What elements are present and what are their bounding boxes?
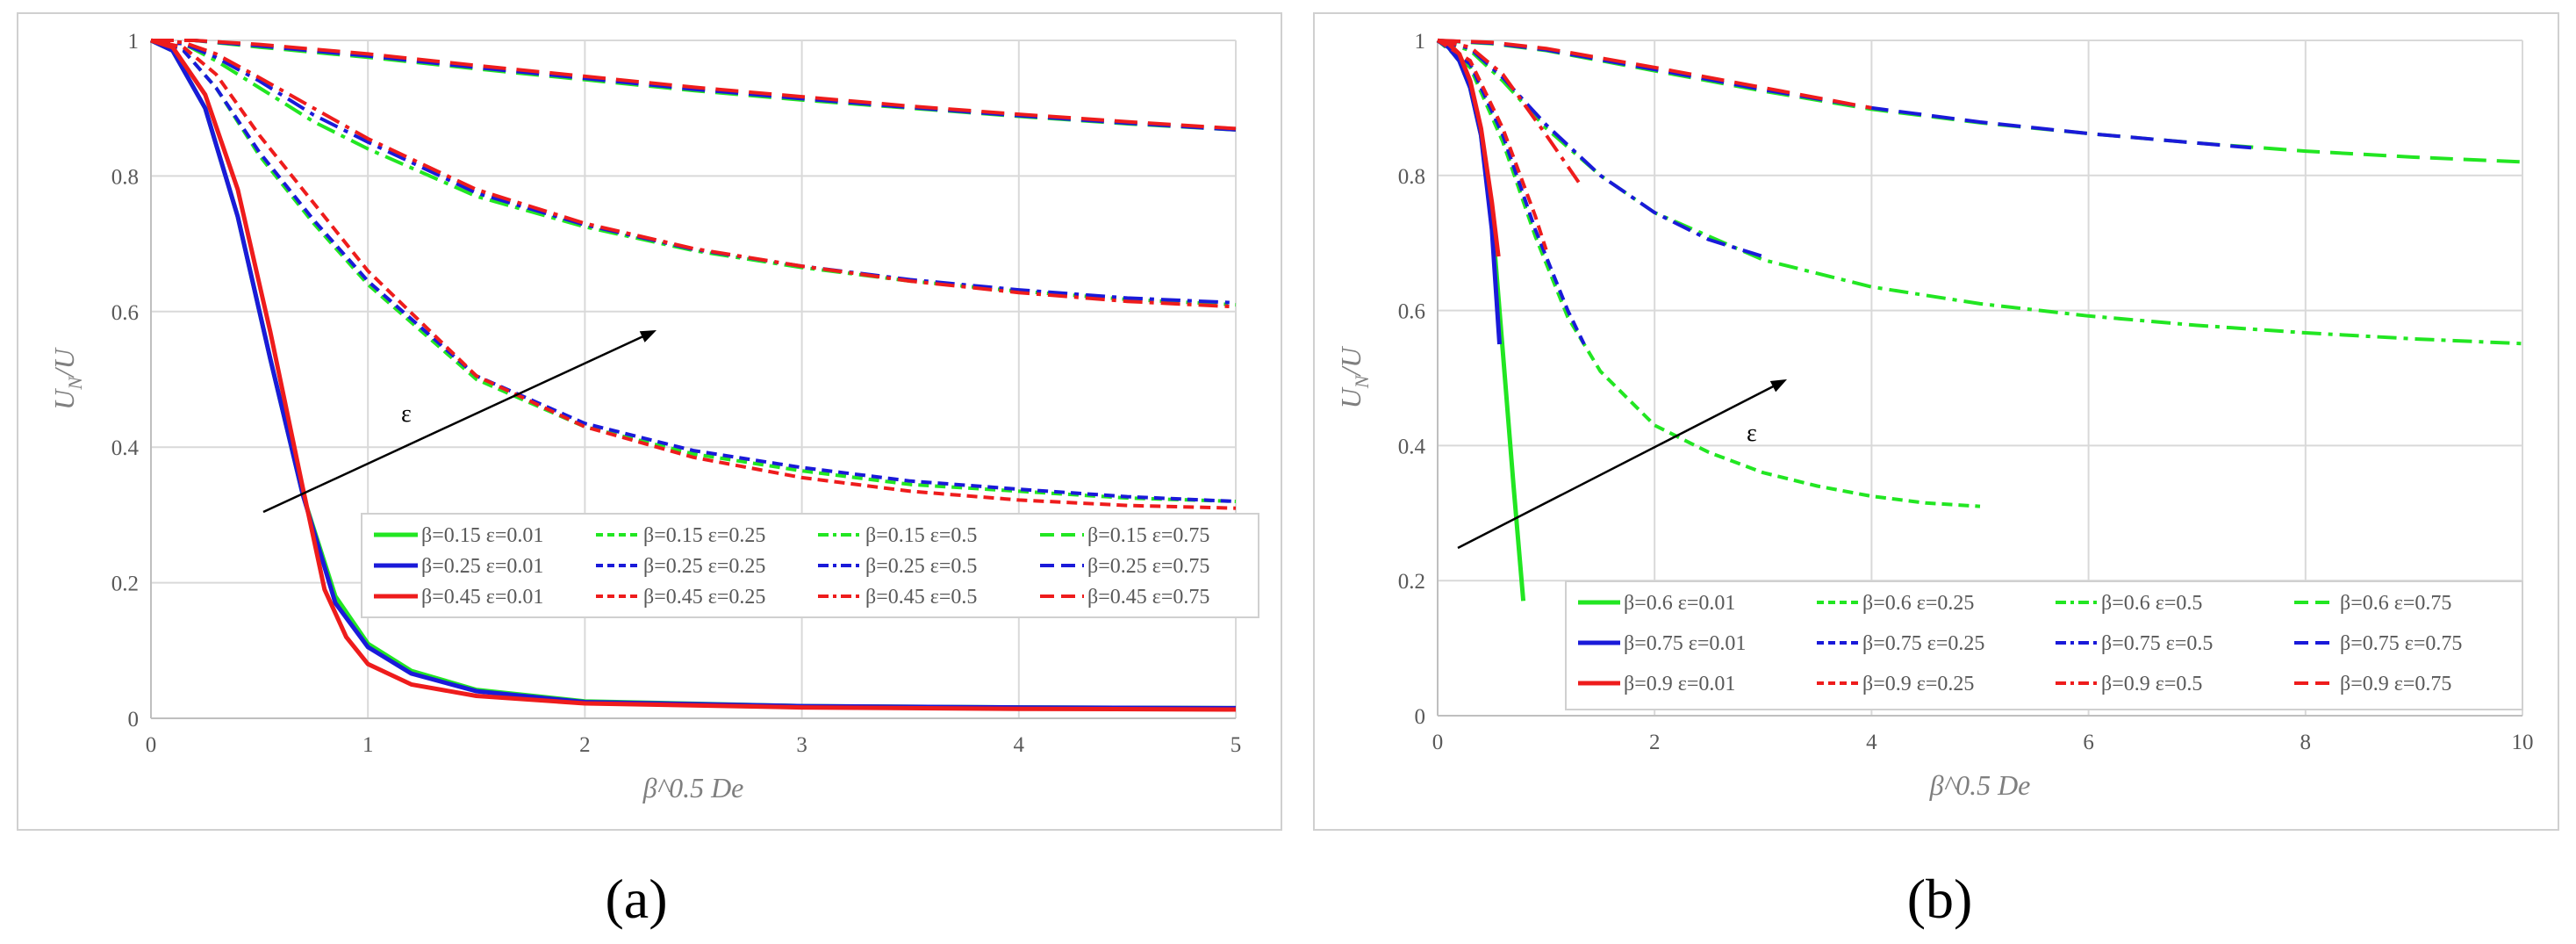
panel-b-caption: (b) [1907,868,1973,930]
legend-label: β=0.25 ε=0.5 [865,555,977,578]
series-line-blue-dashdot [150,39,1237,305]
legend-label: β=0.9 ε=0.5 [2101,673,2202,695]
x-tick-label: 5 [1231,733,1242,757]
trend-arrow [1457,384,1777,550]
x-tick-label: 3 [796,733,807,757]
x-axis-title: β^0.5 De [1929,769,2031,801]
legend-label: β=0.6 ε=0.01 [1624,592,1735,615]
series-line-red-dash [1436,39,1548,251]
legend-label: β=0.45 ε=0.25 [643,586,765,609]
y-tick-label: 0.8 [1398,165,1425,189]
y-tick-label: 0.2 [1398,570,1425,594]
x-tick-label: 0 [1432,731,1444,754]
legend-label: β=0.75 ε=0.5 [2101,632,2213,655]
series-line-red-longdash [1437,39,1872,110]
chart-a-annotation: ε [262,330,657,514]
chart-a-frame [17,12,1282,831]
series-line-green-dashdot [1437,39,2523,346]
legend-label: β=0.25 ε=0.01 [421,555,543,578]
y-tick-label: 1 [1415,30,1426,54]
series-line-green-dash [1436,39,1981,508]
legend-label: β=0.45 ε=0.01 [421,586,543,609]
y-tick-label: 0.6 [111,301,139,325]
trend-arrow [262,334,646,514]
y-tick-label: 0.4 [111,436,140,460]
y-tick-label: 0.2 [111,573,139,596]
chart-panel-a: 0 0.2 0.4 0.6 0.8 1 0 1 2 3 4 5 β^0.5 De UN/U ε β=0.1… [17,12,1282,930]
series-line-red-longdash [151,39,1237,131]
legend-label: β=0.15 ε=0.5 [865,524,977,547]
x-tick-label: 4 [1866,731,1877,754]
legend-box [361,513,1259,618]
trend-arrow-head [1769,379,1787,393]
y-axis-title: UN/U [1335,346,1373,409]
x-tick-label: 2 [1649,731,1661,754]
y-tick-label: 0.6 [1398,300,1425,324]
legend-label: β=0.9 ε=0.01 [1624,673,1735,695]
y-tick-label: 0 [1415,705,1426,729]
legend-label: β=0.25 ε=0.75 [1087,555,1209,578]
epsilon-label: ε [1747,420,1757,447]
legend-label: β=0.15 ε=0.01 [421,524,543,547]
x-tick-label: 6 [2083,731,2094,754]
legend-label: β=0.6 ε=0.75 [2340,592,2451,615]
legend-label: β=0.6 ε=0.5 [2101,592,2202,615]
legend-label: β=0.75 ε=0.25 [1862,632,1984,655]
panel-a-caption: (a) [605,868,667,930]
legend-box [1565,580,2523,710]
series-line-red-dashdot [1437,39,1581,184]
x-tick-label: 1 [362,733,374,757]
legend-label: β=0.25 ε=0.25 [643,555,765,578]
x-tick-label: 4 [1014,733,1025,757]
legend-label: β=0.75 ε=0.75 [2340,632,2462,655]
series-line-red-dash [150,39,1237,510]
x-tick-label: 8 [2300,731,2312,754]
trend-arrow-head [639,330,657,342]
y-tick-label: 1 [128,30,140,54]
legend-label: β=0.9 ε=0.25 [1862,673,1974,695]
epsilon-label: ε [401,400,412,428]
legend-label: β=0.75 ε=0.01 [1624,632,1746,655]
chart-b-series [1436,38,2523,602]
legend-label: β=0.15 ε=0.75 [1087,524,1209,547]
x-tick-label: 10 [2512,731,2534,754]
series-line-blue-dash [1436,39,1586,345]
legend-label: β=0.45 ε=0.5 [865,586,977,609]
y-axis-title: UN/U [48,347,86,410]
chart-b-legend: β=0.6 ε=0.01 β=0.6 ε=0.25 β=0.6 ε=0.5 β=0.6… [1565,580,2523,710]
y-tick-label: 0 [128,708,140,731]
y-tick-label: 0.8 [111,165,139,189]
y-tick-label: 0.4 [1398,435,1426,458]
legend-label: β=0.45 ε=0.75 [1087,586,1209,609]
series-line-red-solid [150,38,1237,712]
x-tick-label: 0 [146,733,157,757]
chart-a-legend: β=0.15 ε=0.01 β=0.15 ε=0.25 β=0.15 ε=0.5 β=… [361,513,1259,618]
chart-a-series [149,38,1237,712]
legend-label: β=0.6 ε=0.25 [1862,592,1974,615]
series-line-red-dashdot [150,39,1237,309]
legend-label: β=0.9 ε=0.75 [2340,673,2451,695]
legend-label: β=0.15 ε=0.25 [643,524,765,547]
x-tick-label: 2 [579,733,591,757]
chart-a-axes: 0 0.2 0.4 0.6 0.8 1 0 1 2 3 4 5 β^0.5 De UN/U [48,30,1241,803]
x-axis-title: β^0.5 De [642,772,744,803]
chart-b-annotation: ε [1457,379,1787,550]
